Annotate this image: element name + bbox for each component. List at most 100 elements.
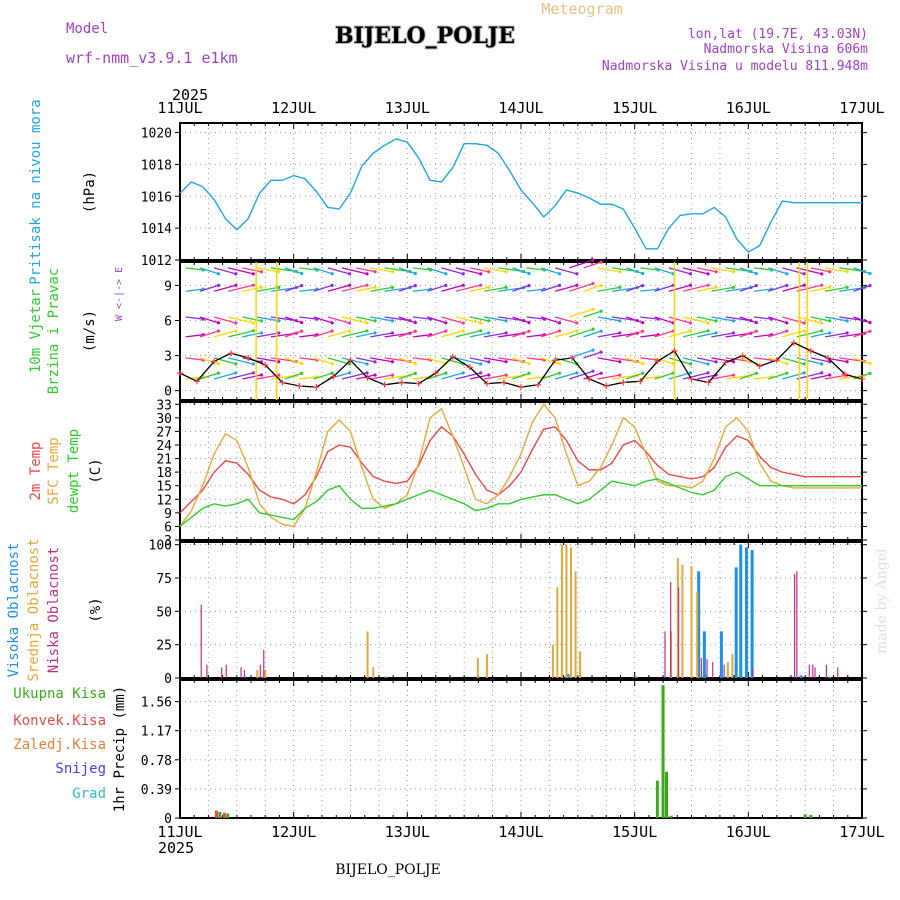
wind-arrow (370, 267, 393, 273)
wind-arrow-head (868, 320, 872, 325)
wind-arrow (697, 357, 717, 363)
wind-arrow (199, 330, 219, 338)
wind-arrow (441, 267, 464, 275)
wind-arrow (398, 330, 416, 338)
cloud-bar-srednja (485, 654, 488, 678)
wind-arrow-head (527, 284, 531, 288)
cloud-bar-niska (221, 667, 223, 678)
cloud-bar-srednja (560, 544, 563, 678)
wind-arrow-head (706, 272, 710, 276)
precip-legend-1: Konvek.Kisa (13, 713, 106, 729)
wind-arrow (697, 267, 717, 273)
wind-arrow (782, 372, 805, 380)
wind-arrow (810, 286, 830, 292)
precip-legend-4: Grad (72, 786, 106, 802)
wind-arrow-head (785, 371, 789, 375)
y-tick-label: 6 (164, 520, 172, 535)
wind-arrow (711, 286, 734, 292)
cloud-bar-niska (706, 659, 708, 678)
wind-arrow-head (802, 283, 806, 287)
wind-arrow (512, 372, 530, 380)
wind-arrow (455, 267, 481, 275)
cloud-bar-niska (225, 664, 227, 678)
wind-arrow-head (444, 283, 448, 287)
wind-arrow-head (390, 270, 395, 274)
pressure-line (179, 138, 862, 253)
wind-arrow-head (820, 272, 824, 276)
y-tick-label: 1012 (141, 254, 172, 269)
wind-arrow-head (487, 285, 491, 289)
wind-arrow-head (828, 319, 832, 323)
wind-arrow (597, 332, 620, 338)
ylabel-pressure-unit: (hPa) (82, 171, 98, 213)
wind-arrow (299, 267, 318, 271)
wind-speed-mark (177, 370, 183, 377)
wind-arrow (668, 330, 691, 338)
precip-bar (664, 771, 668, 818)
wind-arrow-head (706, 362, 710, 366)
wind-speed-mark (466, 364, 473, 371)
wind-arrow (512, 284, 530, 292)
wind-arrow-head (259, 319, 264, 323)
wind-arrow-head (641, 271, 645, 276)
wind-speed-mark (194, 378, 201, 385)
wind-arrow (469, 267, 489, 273)
wind-arrow (782, 330, 805, 338)
wind-arrow-head (845, 319, 849, 323)
wind-arrow-head (487, 360, 491, 364)
wind-arrow-head (820, 362, 824, 366)
wind-speed-mark (552, 357, 559, 364)
wind-arrow-head (277, 285, 281, 289)
cloud-bar-visoka (734, 567, 738, 678)
wind-arrow (782, 284, 805, 292)
wind-arrow (654, 372, 674, 380)
wind-speed-mark (705, 379, 712, 386)
wind-arrow (469, 316, 489, 322)
wind-arrow (739, 330, 757, 338)
cloud-bar-niska (259, 664, 261, 678)
wind-arrow (284, 267, 302, 275)
wind-arrow (711, 374, 734, 380)
wind-arrow (625, 372, 643, 380)
y-tick-label: 30 (156, 412, 172, 427)
wind-arrow (469, 332, 489, 338)
wind-arrow-head (828, 373, 832, 377)
wind-arrow (682, 267, 709, 275)
wind-arrow-head (330, 362, 334, 366)
cloud-bar-visoka (744, 547, 748, 678)
wind-speed-mark (739, 352, 746, 359)
wind-arrow-head (557, 371, 562, 375)
wind-arrow-head (714, 270, 718, 274)
wind-arrow (583, 310, 602, 318)
wind-arrow-head (365, 283, 369, 287)
wind-arrow (554, 284, 578, 292)
wind-arrow (597, 267, 620, 273)
wind-arrow (597, 286, 620, 292)
wind-arrow-head (365, 321, 369, 325)
wind-arrow (483, 286, 507, 292)
y-tick-label: 24 (156, 439, 172, 454)
wind-arrow (654, 284, 674, 292)
time-label-bottom: 17JUL (839, 823, 884, 841)
wind-arrow-head (300, 284, 304, 288)
wind-arrow (554, 330, 578, 338)
model-elevation-label: Nadmorska Visina u modelu 811.948m (602, 59, 868, 74)
wind-arrow (697, 286, 717, 292)
wind-speed-mark (347, 357, 354, 364)
wind-arrow (327, 357, 350, 365)
cloud-bar-niska (240, 667, 242, 678)
y-tick-label: 18 (156, 466, 172, 481)
cloud-bar-niska (837, 667, 839, 678)
y-tick-label: 1.56 (141, 696, 172, 711)
cloud-bar-srednja (551, 644, 554, 678)
wind-arrow (185, 288, 204, 292)
wind-arrow-head (259, 331, 264, 335)
wind-arrow-head (444, 321, 448, 325)
wind-arrow-head (461, 283, 465, 287)
wind-arrow (398, 284, 416, 292)
wind-arrow (228, 330, 254, 338)
time-label-bottom: 15JUL (612, 823, 657, 841)
wind-speed-mark (296, 382, 303, 389)
time-label-bottom: 16JUL (726, 823, 771, 841)
wind-arrow (242, 332, 262, 338)
